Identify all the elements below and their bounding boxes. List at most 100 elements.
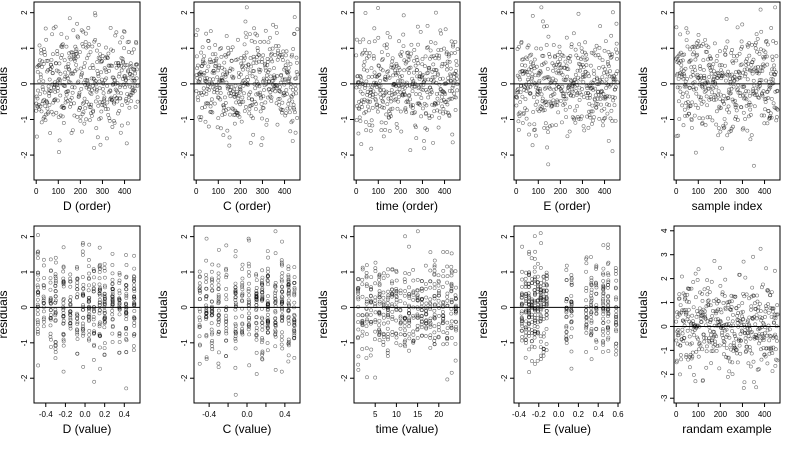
- data-point: [97, 42, 101, 47]
- data-point: [56, 69, 61, 74]
- data-point: [209, 327, 214, 332]
- data-point: [116, 63, 121, 68]
- data-point: [381, 100, 386, 105]
- data-point: [729, 299, 734, 304]
- data-point: [529, 256, 534, 261]
- data-point: [102, 298, 107, 303]
- data-point: [265, 299, 270, 304]
- y-tick-label: -2: [180, 374, 189, 382]
- data-point: [766, 289, 771, 294]
- data-point: [226, 51, 231, 55]
- data-point: [428, 316, 433, 321]
- data-point: [132, 279, 137, 284]
- data-point: [765, 62, 770, 67]
- data-point: [565, 89, 570, 94]
- data-point: [254, 350, 259, 355]
- data-point: [114, 65, 119, 70]
- data-point: [532, 278, 537, 282]
- data-point: [112, 121, 117, 125]
- data-point: [705, 319, 710, 324]
- data-point: [764, 54, 769, 59]
- data-point: [693, 295, 698, 300]
- data-point: [420, 289, 424, 293]
- data-point: [599, 88, 604, 93]
- data-point: [441, 316, 446, 321]
- data-point: [723, 52, 728, 57]
- data-point: [240, 95, 245, 100]
- data-point: [415, 336, 420, 340]
- data-point: [544, 342, 549, 346]
- data-point: [754, 313, 759, 318]
- x-tick-label: 200: [74, 187, 88, 196]
- data-point: [569, 87, 574, 92]
- data-point: [254, 308, 259, 312]
- point-group: [35, 233, 137, 391]
- data-point: [724, 45, 729, 50]
- data-point: [200, 64, 204, 68]
- data-point: [769, 345, 774, 350]
- data-point: [613, 322, 618, 327]
- x-tick-label: 300: [416, 187, 430, 196]
- data-point: [735, 25, 740, 30]
- data-point: [365, 317, 369, 322]
- data-point: [199, 115, 204, 120]
- data-point: [605, 325, 610, 330]
- data-point: [257, 84, 262, 89]
- x-tick-label: 0.0: [553, 410, 565, 419]
- data-point: [53, 346, 58, 351]
- data-point: [412, 84, 417, 89]
- data-point: [524, 341, 528, 345]
- data-point: [255, 33, 260, 38]
- data-point: [234, 100, 239, 105]
- data-point: [241, 67, 245, 72]
- data-point: [557, 50, 562, 55]
- data-point: [407, 319, 412, 324]
- data-point: [755, 293, 759, 298]
- data-point: [243, 55, 247, 60]
- data-point: [569, 93, 573, 98]
- data-point: [691, 319, 695, 324]
- data-point: [93, 11, 97, 15]
- data-point: [280, 77, 285, 82]
- data-point: [48, 331, 53, 336]
- data-point: [364, 79, 369, 84]
- data-point: [377, 272, 382, 277]
- data-point: [392, 98, 397, 103]
- data-point: [212, 70, 217, 75]
- data-point: [417, 92, 422, 97]
- data-point: [119, 123, 124, 128]
- data-point: [124, 141, 129, 146]
- data-point: [216, 299, 221, 303]
- data-point: [373, 375, 378, 380]
- data-point: [360, 105, 365, 109]
- data-point: [376, 73, 381, 78]
- data-point: [213, 52, 218, 57]
- data-point: [689, 356, 694, 361]
- data-point: [544, 296, 549, 301]
- data-point: [207, 59, 212, 64]
- data-point: [398, 343, 403, 348]
- data-point: [265, 118, 270, 123]
- y-tick-label: 1: [660, 46, 669, 51]
- data-point: [449, 281, 454, 286]
- data-point: [244, 5, 249, 10]
- data-point: [739, 328, 744, 333]
- data-point: [45, 106, 50, 111]
- data-point: [64, 65, 68, 70]
- data-point: [419, 325, 424, 330]
- data-point: [698, 66, 703, 71]
- data-point: [390, 267, 395, 272]
- data-point: [742, 294, 747, 299]
- data-point: [744, 103, 749, 108]
- data-point: [589, 290, 594, 295]
- data-point: [690, 350, 695, 355]
- y-tick-label: 1: [20, 46, 29, 51]
- data-point: [773, 89, 778, 94]
- data-point: [434, 68, 439, 72]
- data-point: [394, 278, 399, 283]
- data-point: [770, 369, 775, 374]
- data-point: [216, 322, 221, 327]
- data-point: [386, 267, 390, 272]
